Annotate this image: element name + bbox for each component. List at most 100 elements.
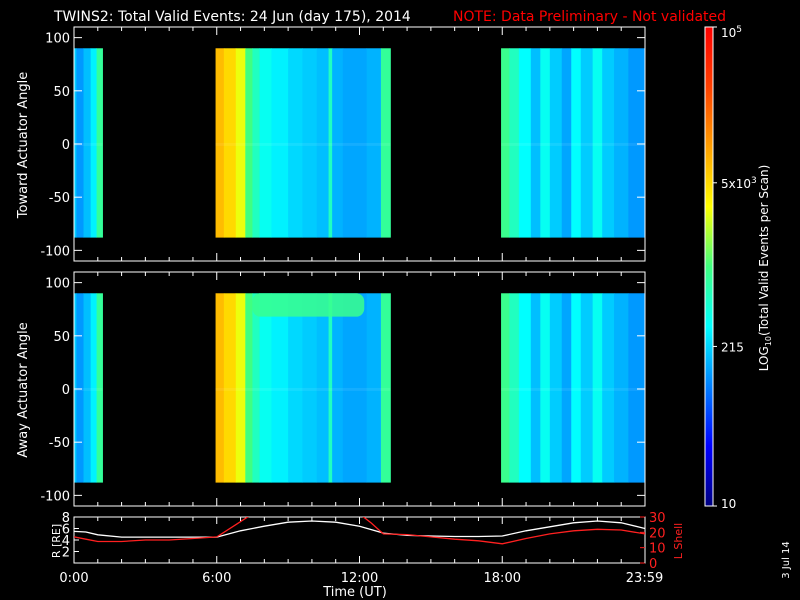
toward-panel [74, 48, 646, 238]
heatmap-band [245, 293, 253, 483]
heatmap-band [509, 48, 520, 238]
ytick-label: -100 [40, 489, 70, 504]
heatmap-band [288, 48, 303, 238]
right-ytick-label: 20 [649, 526, 666, 541]
colorbar-tick-label: 10 [721, 497, 736, 511]
heatmap-band [252, 293, 260, 483]
heatmap-band [366, 293, 382, 483]
left-ytick-label: 8 [62, 511, 70, 526]
heatmap-band [342, 293, 368, 483]
heatmap-band [83, 293, 92, 483]
heatmap-band [74, 293, 77, 483]
ytick-label: 100 [45, 277, 70, 292]
xtick-label: 18:00 [484, 571, 521, 586]
ytick-label: 0 [62, 383, 70, 398]
zero-angle-stripe [215, 387, 391, 391]
heatmap-band [540, 293, 551, 483]
heatmap-band [571, 293, 582, 483]
heatmap-band [602, 293, 615, 483]
heatmap-band [74, 48, 77, 238]
lshell-line [74, 517, 645, 545]
zero-angle-stripe [501, 142, 645, 146]
heatmap-band [90, 48, 98, 238]
heatmap-band [530, 48, 541, 238]
right-ytick-label: 0 [649, 557, 657, 572]
heatmap-band [271, 48, 289, 238]
heatmap-band [245, 48, 253, 238]
heatmap-band [628, 48, 646, 238]
ytick-label: 100 [45, 32, 70, 47]
heatmap-band [302, 48, 318, 238]
heatmap-band [83, 48, 92, 238]
heatmap-band [76, 293, 84, 483]
chart-title: TWINS2: Total Valid Events: 24 Jun (day … [53, 9, 411, 25]
left-ytick-label: 4 [62, 534, 70, 549]
colorbar-label: LOG10(Total Valid Events per Scan) [757, 165, 773, 372]
heatmap-band [90, 293, 98, 483]
colorbar-frame [704, 26, 714, 507]
heatmap-band [540, 48, 551, 238]
zero-angle-stripe [501, 387, 645, 391]
zero-angle-stripe [74, 387, 103, 391]
heatmap-band [316, 48, 329, 238]
preliminary-note: NOTE: Data Preliminary - Not validated [453, 9, 726, 25]
heatmap-band [215, 293, 225, 483]
ytick-label: 0 [62, 138, 70, 153]
time-xlabel: Time (UT) [322, 585, 387, 600]
colorbar-tick-label: 5x103 [721, 176, 757, 191]
toward-axes: 100 50 0 -50 -100 [40, 26, 646, 262]
colorbar-tick-label: 105 [721, 25, 742, 40]
footer-date: 3 Jul 14 [781, 541, 792, 579]
ytick-label: -100 [40, 244, 70, 259]
heatmap-band [288, 293, 303, 483]
heatmap-band [592, 48, 603, 238]
ytick-label: -50 [49, 436, 70, 451]
ytick-label: -50 [49, 191, 70, 206]
heatmap-band [342, 48, 368, 238]
away-axes: 100 50 0 -50 -100 [40, 271, 646, 507]
heatmap-band [518, 48, 532, 238]
ytick-label: 50 [53, 330, 70, 345]
zero-angle-stripe [74, 142, 103, 146]
heatmap-band [602, 48, 615, 238]
heatmap-band [592, 293, 603, 483]
heatmap-band [580, 48, 594, 238]
zero-angle-stripe [215, 142, 391, 146]
heatmap-band [366, 48, 382, 238]
heatmap-band [332, 48, 344, 238]
ytick-label: 50 [53, 85, 70, 100]
heatmap-band [549, 293, 563, 483]
colorbar-tick-label: 215 [721, 340, 744, 354]
heatmap-band [215, 48, 225, 238]
xtick-label: 0:00 [59, 571, 88, 586]
away-ylabel: Away Actuator Angle [16, 322, 31, 457]
heatmap-band [614, 48, 629, 238]
left-ytick-label: 6 [62, 523, 70, 538]
toward-ylabel: Toward Actuator Angle [16, 72, 31, 219]
heatmap-band [614, 293, 629, 483]
heatmap-band [571, 48, 582, 238]
colorbar: 10 215 5x103 105 [704, 25, 757, 511]
heatmap-band [530, 293, 541, 483]
lshell-ylabel: L Shell [672, 523, 685, 559]
xtick-label: 23:59 [626, 571, 663, 586]
heatmap-band [223, 48, 237, 238]
heatmap-band [509, 293, 520, 483]
xtick-label: 12:00 [341, 571, 378, 586]
heatmap-band [76, 48, 84, 238]
heatmap-band [302, 293, 318, 483]
heatmap-band [259, 293, 272, 483]
heatmap-band [252, 48, 260, 238]
left-ytick-label: 2 [62, 546, 70, 561]
heatmap-band [561, 48, 572, 238]
colorbar-gradient [705, 27, 713, 506]
heatmap-band [501, 293, 510, 483]
heatmap-band [316, 293, 329, 483]
heatmap-band [96, 293, 103, 483]
heatmap-band [259, 48, 272, 238]
heatmap-band [380, 293, 391, 483]
radius-line [74, 520, 645, 538]
